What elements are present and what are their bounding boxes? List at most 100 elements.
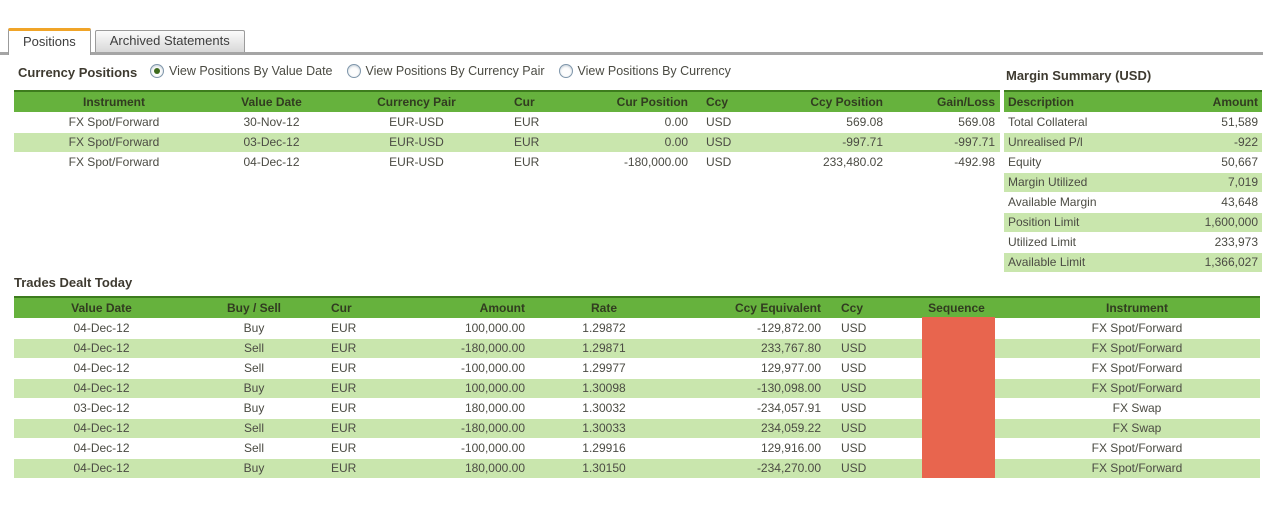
table-row[interactable]: 04-Dec-12 Buy EUR 100,000.00 1.29872 -129,872… [14, 318, 1260, 338]
column-header: Rate [539, 296, 669, 318]
table-row[interactable]: Unrealised P/l -922 [1004, 131, 1262, 153]
table-cell: 233,480.02 [822, 155, 883, 170]
view-positions-radio-group: View Positions By Value Date View Positi… [150, 64, 745, 78]
column-header: Ccy Position [769, 90, 889, 112]
table-row[interactable]: FX Spot/Forward 04-Dec-12 EUR-USD EUR -180,0… [14, 152, 1000, 172]
table-row[interactable]: Margin Utilized 7,019 [1004, 171, 1262, 193]
column-header: Currency Pair [329, 90, 504, 112]
column-header: Buy / Sell [189, 296, 319, 318]
table-cell: EUR [331, 441, 357, 455]
radio-view-by-currency[interactable]: View Positions By Currency [558, 64, 731, 78]
radio-view-by-value-date[interactable]: View Positions By Value Date [150, 64, 333, 78]
table-cell: 30-Nov-12 [243, 114, 300, 129]
table-cell: EUR [514, 114, 540, 129]
table-row[interactable]: Utilized Limit 233,973 [1004, 232, 1262, 252]
table-cell: Utilized Limit [1008, 235, 1077, 249]
table-cell: 180,000.00 [409, 457, 539, 479]
table-cell: 04-Dec-12 [14, 417, 189, 439]
table-cell: FX Spot/Forward [68, 155, 160, 170]
table-cell: EUR [331, 320, 357, 335]
table-cell: 04-Dec-12 [14, 377, 189, 399]
table-cell: 1,366,027 [1162, 251, 1262, 273]
table-cell: 43,648 [1221, 195, 1258, 209]
table-cell: 129,977.00 [760, 361, 821, 375]
table-row[interactable]: Available Margin 43,648 [1004, 192, 1262, 212]
column-header: Ccy [829, 296, 899, 318]
column-header: Value Date [214, 90, 329, 112]
table-cell: -180,000.00 [409, 337, 539, 359]
table-row[interactable]: Equity 50,667 [1004, 152, 1262, 172]
table-cell: EUR [331, 361, 357, 375]
table-cell: USD [829, 337, 899, 359]
table-cell: USD [829, 417, 899, 439]
table-cell: Available Limit [1004, 251, 1162, 273]
table-cell: Buy [243, 320, 265, 335]
column-header: Cur Position [584, 90, 694, 112]
tab-positions[interactable]: Positions [8, 28, 91, 55]
radio-icon[interactable] [558, 64, 573, 78]
margin-summary-table-container: Description Amount Total Collateral 51,589… [1004, 90, 1262, 273]
table-cell: FX Spot/Forward [1014, 457, 1260, 479]
table-cell: 234,059.22 [669, 417, 829, 439]
column-header: Ccy Equivalent [669, 296, 829, 318]
table-cell: USD [841, 320, 867, 335]
margin-summary-header-row: Description Amount [1004, 90, 1262, 112]
table-cell: -100,000.00 [460, 441, 525, 455]
tab-bar: Positions Archived Statements [0, 28, 1263, 55]
table-row[interactable]: Position Limit 1,600,000 [1004, 211, 1262, 233]
radio-view-by-currency-pair[interactable]: View Positions By Currency Pair [346, 64, 545, 78]
trades-dealt-today-title: Trades Dealt Today [14, 275, 133, 290]
table-cell: EUR-USD [329, 131, 504, 153]
table-cell: FX Spot/Forward [1091, 361, 1183, 375]
table-row[interactable]: FX Spot/Forward 03-Dec-12 EUR-USD EUR 0.00 US… [14, 131, 1000, 153]
table-row[interactable]: Total Collateral 51,589 [1004, 112, 1262, 132]
table-cell: FX Spot/Forward [1091, 320, 1183, 335]
column-header: Cur [504, 90, 584, 112]
table-cell: 1.30098 [539, 377, 669, 399]
column-header: Description [1004, 90, 1162, 112]
table-cell: EUR [331, 401, 357, 415]
trades-table-container: Value Date Buy / Sell Cur Amount Rate Ccy Equ… [14, 296, 1260, 479]
table-cell: 129,916.00 [760, 441, 821, 455]
table-cell: USD [841, 401, 867, 415]
table-row[interactable]: Available Limit 1,366,027 [1004, 251, 1262, 273]
table-cell: 233,767.80 [669, 337, 829, 359]
table-cell: FX Spot/Forward [14, 131, 214, 153]
table-cell: USD [694, 131, 769, 153]
table-cell: USD [841, 441, 867, 455]
table-row[interactable]: 04-Dec-12 Sell EUR -180,000.00 1.30033 234,05… [14, 417, 1260, 439]
table-cell: -180,000.00 [409, 417, 539, 439]
table-row[interactable]: 04-Dec-12 Sell EUR -100,000.00 1.29977 129,97… [14, 358, 1260, 378]
table-cell: -130,098.00 [669, 377, 829, 399]
positions-header-row: Instrument Value Date Currency Pair Cur Cur … [14, 90, 1000, 112]
table-row[interactable]: 04-Dec-12 Sell EUR -180,000.00 1.29871 233,76… [14, 337, 1260, 359]
table-row[interactable]: 04-Dec-12 Buy EUR 180,000.00 1.30150 -234,270… [14, 457, 1260, 479]
table-row[interactable]: 03-Dec-12 Buy EUR 180,000.00 1.30032 -234,057… [14, 398, 1260, 418]
table-row[interactable]: 04-Dec-12 Sell EUR -100,000.00 1.29916 129,91… [14, 438, 1260, 458]
tab-archived-statements[interactable]: Archived Statements [94, 30, 245, 52]
table-row[interactable]: 04-Dec-12 Buy EUR 100,000.00 1.30098 -130,098… [14, 377, 1260, 399]
radio-icon[interactable] [346, 64, 361, 78]
radio-selected-icon[interactable] [150, 64, 164, 78]
table-cell: Sell [189, 417, 319, 439]
table-cell: EUR [514, 155, 540, 170]
table-cell: 1.29977 [582, 361, 626, 375]
table-cell: FX Swap [1112, 401, 1162, 415]
margin-summary-table: Description Amount Total Collateral 51,589… [1004, 90, 1262, 273]
table-cell: -100,000.00 [460, 361, 525, 375]
table-cell: FX Swap [1014, 417, 1260, 439]
table-cell: FX Spot/Forward [1091, 441, 1183, 455]
table-cell: USD [829, 377, 899, 399]
table-cell: 51,589 [1221, 114, 1258, 129]
table-cell: Buy [189, 377, 319, 399]
column-header: Amount [409, 296, 539, 318]
table-cell: -129,872.00 [756, 320, 821, 335]
table-cell: 1.29916 [582, 441, 626, 455]
table-cell: USD [706, 155, 732, 170]
table-cell: 50,667 [1221, 155, 1258, 169]
table-cell: 7,019 [1162, 171, 1262, 193]
table-row[interactable]: FX Spot/Forward 30-Nov-12 EUR-USD EUR 0.00 US… [14, 112, 1000, 132]
table-cell: -997.71 [769, 131, 889, 153]
table-cell: 04-Dec-12 [73, 320, 130, 335]
